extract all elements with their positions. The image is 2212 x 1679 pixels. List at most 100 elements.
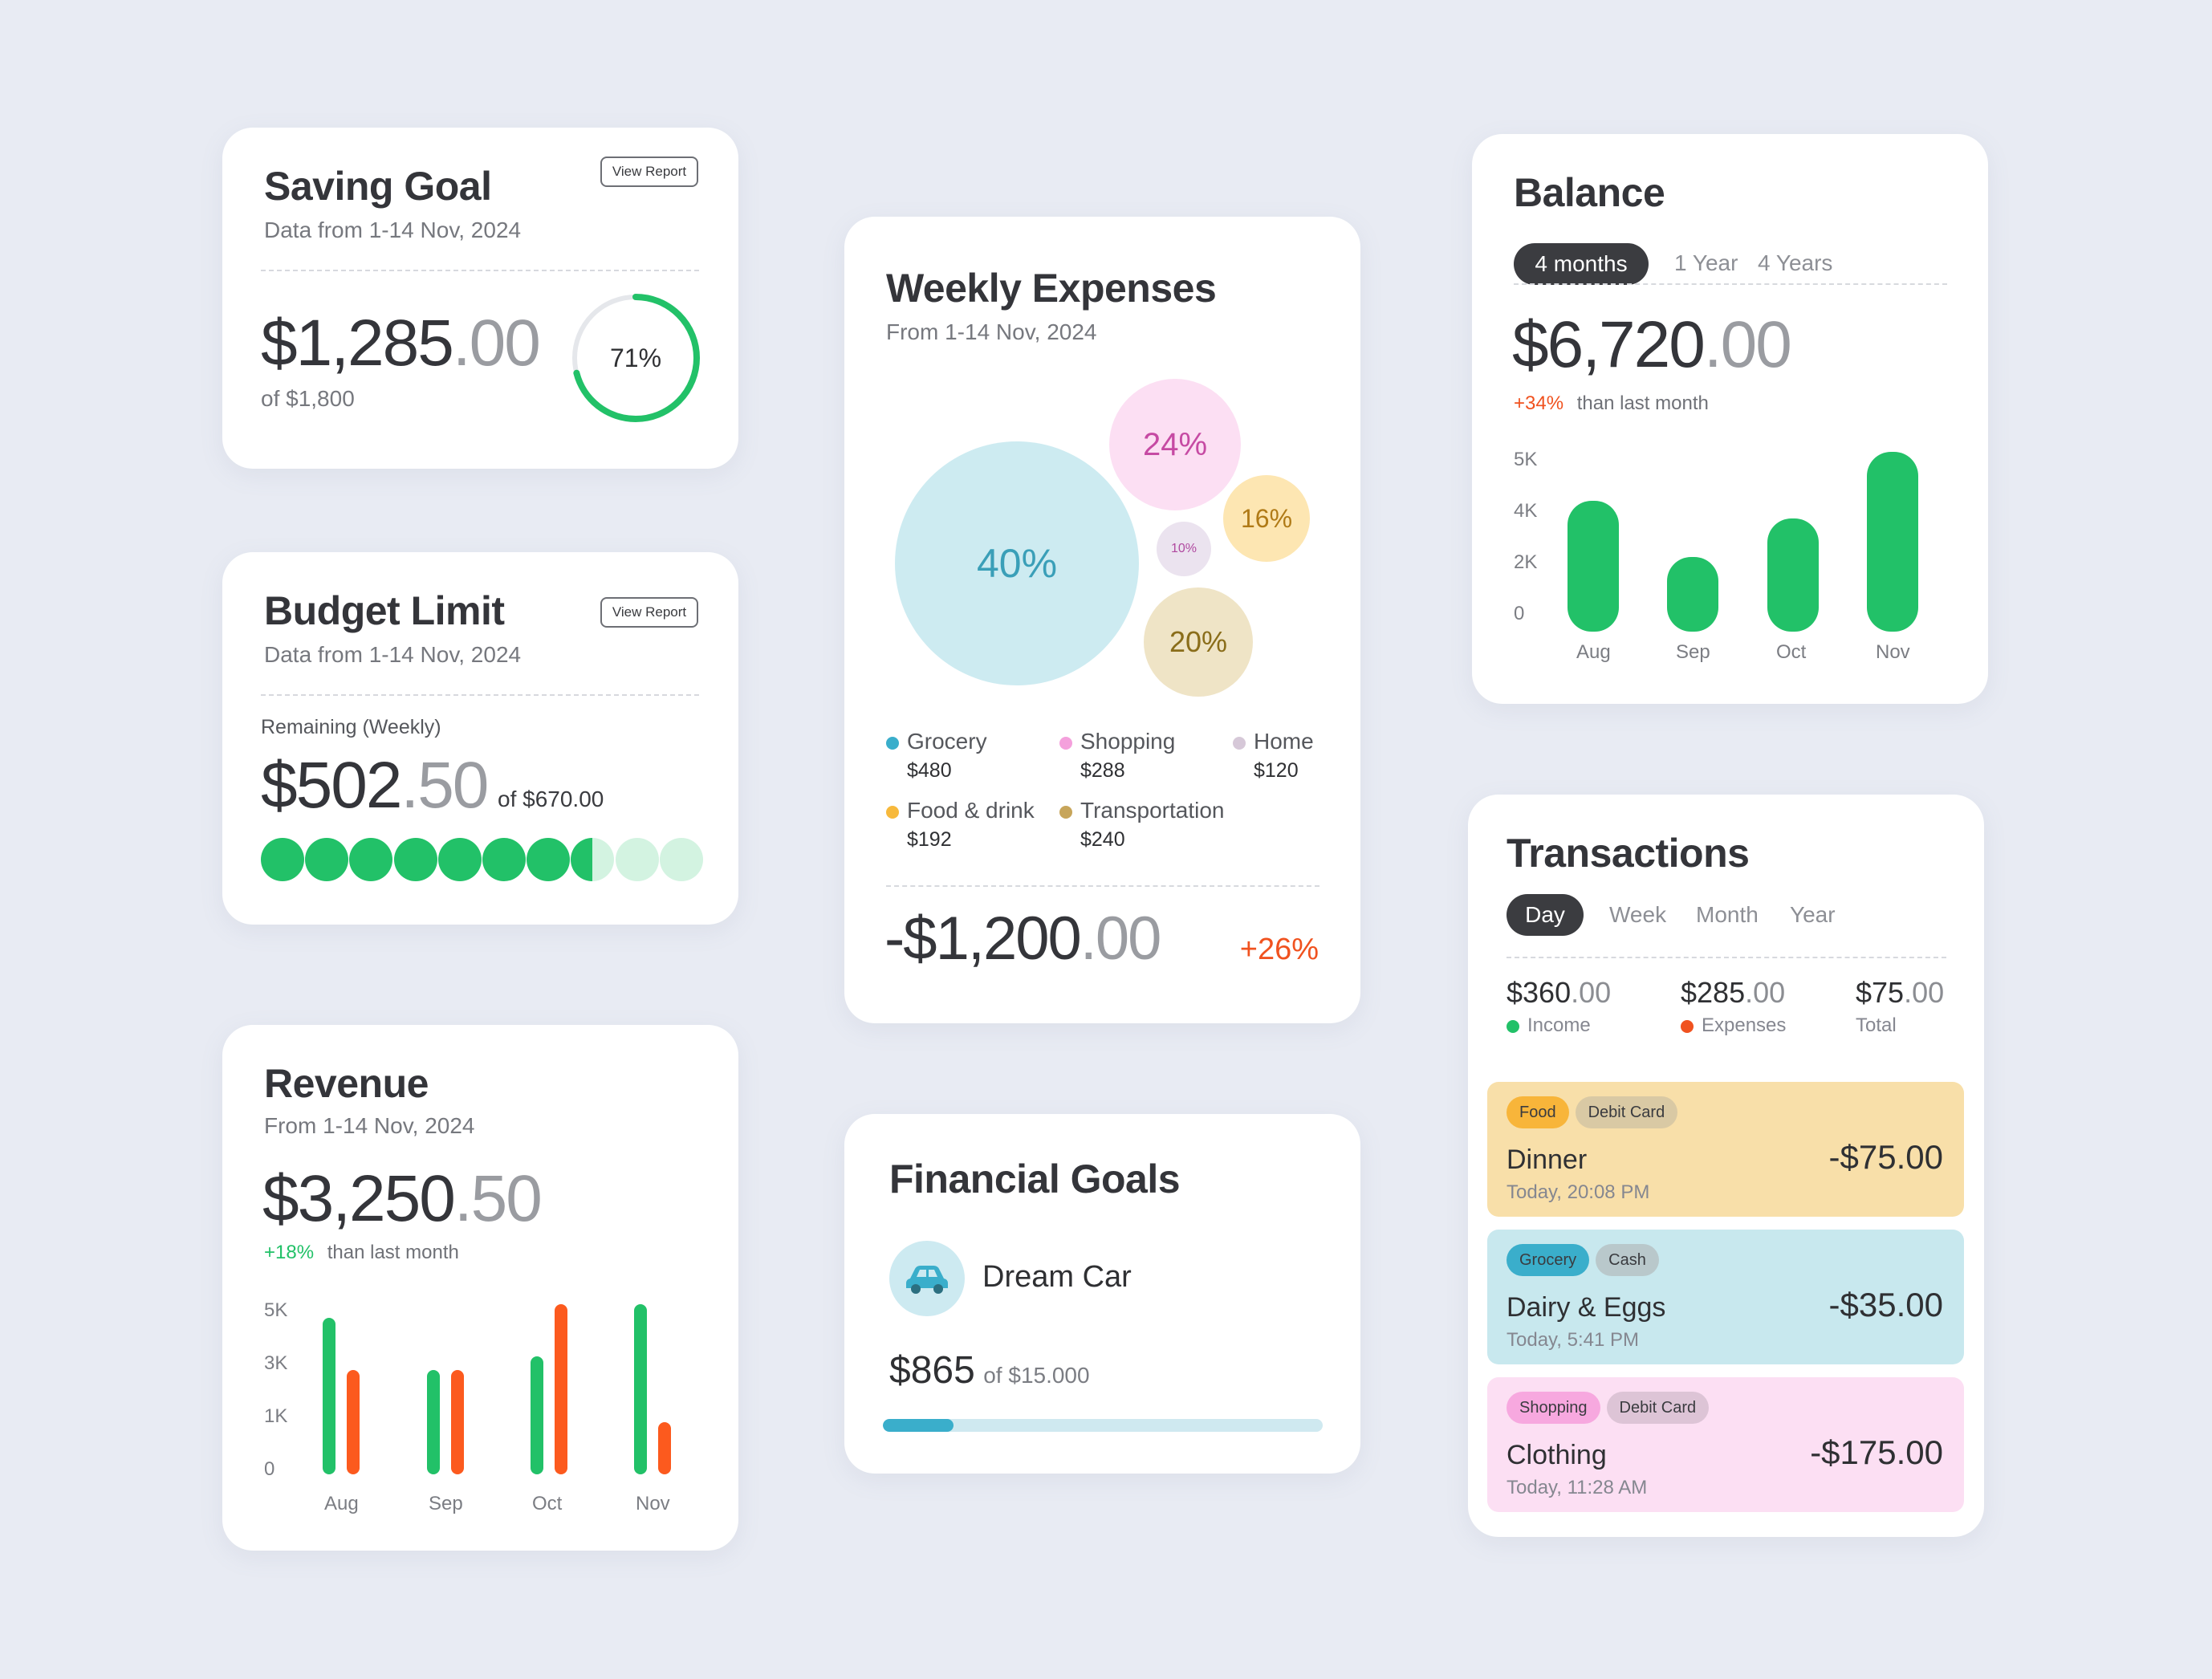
budget-dot [349,838,393,881]
bubble-transportation-label: 20% [1169,625,1228,658]
budget-amount-decimal: .50 [401,749,489,822]
saving-progress-label: 71% [609,343,662,372]
weekly-expenses-title: Weekly Expenses [886,266,1217,311]
expenses-main: $285 [1681,976,1746,1009]
revenue-bar [323,1317,335,1474]
divider [1514,283,1947,285]
x-tick: Sep [1676,641,1710,663]
budget-dots [261,838,703,881]
income-label: Income [1527,1014,1591,1036]
total-main: $75 [1856,976,1905,1009]
goal-progress-fill [883,1419,954,1432]
divider [261,270,699,271]
budget-dot [659,838,703,881]
transactions-title: Transactions [1507,831,1750,876]
legend-name: Food & drink [907,798,1035,823]
legend-dot [1059,805,1072,819]
y-tick: 0 [1514,603,1525,624]
transaction-item[interactable]: Food Debit Card Dinner Today, 20:08 PM -… [1487,1082,1964,1217]
tab-year[interactable]: Year [1790,902,1836,927]
view-report-button[interactable]: View Report [600,157,698,187]
transaction-item[interactable]: Grocery Cash Dairy & Eggs Today, 5:41 PM… [1487,1230,1964,1364]
transaction-time: Today, 11:28 AM [1507,1477,1648,1498]
x-tick: Aug [324,1493,359,1514]
bubble-shopping-label: 24% [1142,426,1208,462]
revenue-bar [555,1304,567,1474]
transaction-amount: -$75.00 [1828,1138,1943,1176]
expenses-label: Expenses [1702,1014,1787,1036]
balance-title: Balance [1514,170,1665,215]
divider [261,694,699,696]
legend-dot [886,736,899,750]
financial-goals-title: Financial Goals [889,1157,1181,1201]
budget-dot [261,838,304,881]
goal-amount: $865 of $15.000 [889,1348,1090,1392]
tab-4-months[interactable]: 4 months [1514,243,1649,285]
revenue-subtitle: From 1-14 Nov, 2024 [264,1113,475,1138]
payment-chip: Debit Card [1606,1392,1710,1424]
balance-amount-decimal: .00 [1703,308,1792,381]
legend-name: Shopping [1080,729,1176,754]
transaction-time: Today, 5:41 PM [1507,1329,1639,1351]
view-report-button[interactable]: View Report [600,597,698,628]
budget-dot [482,838,526,881]
budget-dot [615,838,659,881]
tab-day[interactable]: Day [1507,894,1584,936]
budget-dot [571,838,615,881]
goal-of-total: of $15.000 [983,1363,1090,1388]
transactions-card: Transactions Day Week Month Year $360.00… [1468,795,1984,1537]
revenue-change-text: than last month [327,1242,459,1263]
budget-dot [393,838,437,881]
category-chip: Shopping [1507,1392,1600,1424]
x-tick: Oct [532,1493,563,1514]
revenue-amount-decimal: .50 [453,1162,543,1235]
y-tick: 3K [264,1352,288,1374]
divider [1507,957,1946,958]
weekly-change: +26% [1239,933,1319,966]
total-label: Total [1856,1014,1897,1036]
bubble-shopping: 24% [1109,379,1241,510]
weekly-expenses-subtitle: From 1-14 Nov, 2024 [886,319,1097,344]
goal-name: Dream Car [982,1260,1132,1294]
transaction-amount: -$175.00 [1810,1433,1943,1471]
revenue-amount: $3,250.50 [262,1161,543,1237]
bubble-home-label: 10% [1170,542,1197,555]
bubble-grocery-label: 40% [976,541,1058,586]
legend-value: $480 [907,759,952,782]
revenue-bar [427,1369,440,1474]
tab-week[interactable]: Week [1609,902,1667,927]
balance-bar [1867,452,1918,632]
budget-of-total: of $670.00 [498,787,604,811]
tab-4-years[interactable]: 4 Years [1758,250,1833,275]
transaction-name: Dairy & Eggs [1507,1292,1666,1323]
transaction-item[interactable]: Shopping Debit Card Clothing Today, 11:2… [1487,1377,1964,1512]
bubble-home: 10% [1157,522,1211,576]
legend-item: Transportation $240 [1059,798,1225,852]
y-tick: 0 [264,1458,275,1480]
revenue-change-value: +18% [264,1242,315,1263]
saving-goal-title: Saving Goal [264,164,492,209]
legend-name: Transportation [1080,798,1225,823]
legend-name: Grocery [907,729,987,754]
revenue-bar [451,1369,464,1474]
bubble-transportation: 20% [1144,587,1253,697]
tab-month[interactable]: Month [1696,902,1759,927]
budget-amount-main: $502 [261,749,402,822]
summary-income: $360.00 Income [1507,976,1611,1037]
saving-amount: $1,285.00 [261,306,541,381]
saving-progress-ring: 71% [571,293,701,423]
legend-value: $288 [1080,759,1125,782]
payment-chip: Cash [1596,1244,1659,1276]
transaction-time: Today, 20:08 PM [1507,1181,1650,1203]
budget-limit-subtitle: Data from 1-14 Nov, 2024 [264,642,522,667]
revenue-bar [634,1304,647,1474]
budget-limit-card: Budget Limit Data from 1-14 Nov, 2024 Vi… [222,552,738,925]
balance-bar [1568,500,1619,632]
tab-1-year[interactable]: 1 Year [1674,250,1738,275]
saving-amount-decimal: .00 [452,307,541,380]
goal-progress-track [883,1419,1323,1432]
transaction-name: Dinner [1507,1144,1588,1175]
saving-goal-subtitle: Data from 1-14 Nov, 2024 [264,217,522,242]
balance-change: +34% than last month [1514,392,1709,415]
remaining-label: Remaining (Weekly) [261,716,441,738]
